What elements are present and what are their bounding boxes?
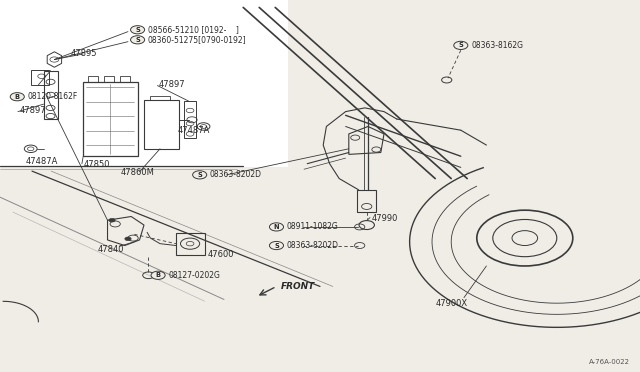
Bar bbox=[44, 71, 58, 119]
Bar bbox=[120, 76, 130, 82]
Circle shape bbox=[454, 41, 468, 49]
Text: 47900X: 47900X bbox=[435, 299, 467, 308]
Text: S: S bbox=[458, 42, 463, 48]
Text: 08566-51210 [0192-    ]: 08566-51210 [0192- ] bbox=[148, 25, 239, 34]
Bar bbox=[0, 0, 288, 167]
Text: S: S bbox=[197, 172, 202, 178]
Circle shape bbox=[151, 271, 165, 279]
Text: B: B bbox=[15, 94, 20, 100]
Text: 47850: 47850 bbox=[83, 160, 109, 169]
Text: 08363-8202D: 08363-8202D bbox=[287, 241, 339, 250]
Circle shape bbox=[125, 237, 131, 241]
Text: 47487A: 47487A bbox=[178, 126, 211, 135]
Circle shape bbox=[131, 26, 145, 34]
Text: 08127-0202G: 08127-0202G bbox=[168, 271, 220, 280]
Circle shape bbox=[193, 171, 207, 179]
Bar bbox=[176, 232, 205, 255]
Bar bbox=[83, 82, 138, 156]
Bar bbox=[88, 76, 98, 82]
Text: 08363-8202D: 08363-8202D bbox=[210, 170, 262, 179]
Text: FRONT: FRONT bbox=[280, 282, 315, 291]
Circle shape bbox=[269, 223, 284, 231]
Text: 47897: 47897 bbox=[19, 106, 46, 115]
Text: S: S bbox=[135, 27, 140, 33]
Text: 08360-51275[0790-0192]: 08360-51275[0790-0192] bbox=[148, 35, 246, 44]
Bar bbox=[150, 96, 170, 100]
Text: B: B bbox=[156, 272, 161, 278]
Circle shape bbox=[10, 93, 24, 101]
Circle shape bbox=[269, 241, 284, 250]
Bar bbox=[357, 190, 376, 212]
Text: A-76A-0022: A-76A-0022 bbox=[589, 359, 630, 365]
Text: 47840: 47840 bbox=[97, 245, 124, 254]
Text: 47990: 47990 bbox=[371, 214, 397, 223]
Text: 08911-1082G: 08911-1082G bbox=[287, 222, 339, 231]
Bar bbox=[144, 100, 179, 149]
Text: N: N bbox=[274, 224, 279, 230]
Bar bbox=[31, 70, 49, 85]
Bar bbox=[184, 101, 196, 138]
Text: 08120-8162F: 08120-8162F bbox=[28, 92, 78, 101]
Text: 47897: 47897 bbox=[159, 80, 186, 89]
Text: 08363-8162G: 08363-8162G bbox=[471, 41, 523, 50]
Text: S: S bbox=[135, 37, 140, 43]
Circle shape bbox=[131, 36, 145, 44]
Bar bbox=[104, 76, 114, 82]
Text: 47600: 47600 bbox=[208, 250, 234, 259]
Text: 47895: 47895 bbox=[70, 49, 97, 58]
Text: 47860M: 47860M bbox=[120, 169, 154, 177]
Circle shape bbox=[109, 218, 115, 222]
Text: S: S bbox=[274, 243, 279, 248]
Text: 47487A: 47487A bbox=[26, 157, 58, 166]
